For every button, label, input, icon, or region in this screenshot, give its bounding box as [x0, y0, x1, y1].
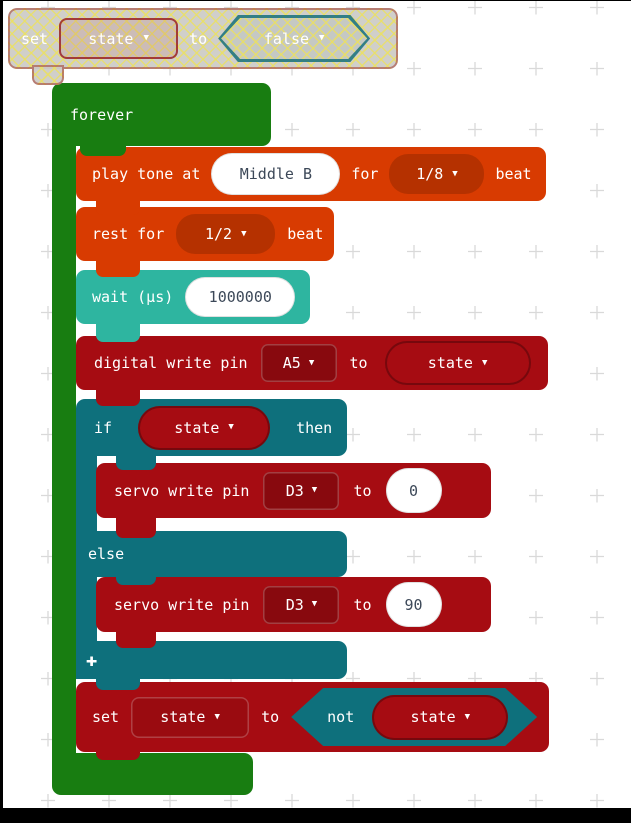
forever-left-spine: [52, 121, 76, 755]
set-label: set: [92, 708, 120, 726]
beat-label: beat: [287, 225, 324, 243]
connector-bump: [116, 575, 156, 585]
forever-block[interactable]: forever: [52, 83, 271, 146]
wait-us-value: 1000000: [208, 288, 272, 306]
dropdown-caret-icon: ▼: [481, 357, 488, 368]
dropdown-caret-icon: ▼: [308, 357, 315, 368]
forever-bottom-bar: [52, 753, 253, 795]
ghost-variable-dropdown[interactable]: state ▼: [59, 18, 179, 59]
servo-angle-value: 0: [409, 481, 419, 500]
beat-duration-value: 1/8: [416, 165, 444, 183]
expand-plus-icon[interactable]: ✚: [86, 648, 98, 671]
if-block[interactable]: if state ▼ then: [76, 399, 347, 456]
forever-label: forever: [70, 105, 134, 124]
connector-bump: [96, 388, 140, 406]
not-block[interactable]: not state ▼: [291, 688, 538, 746]
note-field[interactable]: Middle B: [211, 153, 341, 195]
to-label: to: [353, 595, 372, 614]
connector-bump: [116, 630, 156, 648]
not-label: not: [327, 708, 355, 726]
servo-angle-value: 90: [404, 595, 423, 614]
connector-bump: [96, 750, 140, 760]
digital-pin-dropdown[interactable]: A5 ▼: [260, 344, 337, 382]
dropdown-caret-icon: ▼: [464, 711, 471, 722]
variable-dropdown[interactable]: state ▼: [131, 696, 250, 738]
connector-bump: [96, 677, 140, 690]
connector-bump: [96, 322, 140, 342]
ghost-set-variable-block[interactable]: set state ▼ to false ▼: [8, 8, 398, 69]
dropdown-caret-icon: ▼: [228, 422, 234, 432]
connector-bump: [96, 199, 140, 215]
servo-pin-dropdown[interactable]: D3 ▼: [263, 471, 340, 510]
note-value: Middle B: [239, 165, 312, 183]
dropdown-caret-icon: ▼: [311, 485, 318, 495]
set-variable-not-block[interactable]: set state ▼ to not state ▼: [76, 682, 549, 752]
digital-pin-value: A5: [282, 354, 301, 372]
ghost-false-inner: false ▼: [221, 18, 368, 59]
play-tone-block[interactable]: play tone at Middle B for 1/8 ▼ beat: [76, 147, 546, 201]
to-label: to: [349, 354, 368, 372]
if-bottom-bar: ✚: [76, 641, 347, 679]
connector-bump: [116, 516, 156, 538]
servo-write-else-block[interactable]: servo write pin D3 ▼ to 90: [96, 577, 491, 632]
servo-angle-field[interactable]: 0: [385, 468, 442, 513]
servo-write-label: servo write pin: [114, 481, 250, 500]
servo-angle-field[interactable]: 90: [385, 582, 442, 627]
digital-write-block[interactable]: digital write pin A5 ▼ to state ▼: [76, 336, 548, 390]
wait-us-block[interactable]: wait (µs) 1000000: [76, 270, 310, 324]
dropdown-caret-icon: ▼: [452, 168, 458, 179]
play-tone-label: play tone at: [92, 165, 201, 183]
servo-pin-value: D3: [285, 595, 304, 614]
else-bar[interactable]: else: [76, 531, 347, 577]
wait-us-label: wait (µs): [92, 288, 174, 306]
rest-duration-dropdown[interactable]: 1/2 ▼: [176, 214, 276, 254]
ghost-false-block[interactable]: false ▼: [218, 15, 371, 62]
ghost-variable-value: state: [88, 29, 134, 48]
digital-write-label: digital write pin: [94, 354, 248, 372]
dropdown-caret-icon: ▼: [241, 228, 247, 239]
servo-pin-dropdown[interactable]: D3 ▼: [263, 585, 340, 624]
to-label: to: [261, 708, 280, 726]
digital-value-slot[interactable]: state ▼: [384, 341, 531, 385]
dropdown-caret-icon: ▼: [311, 599, 318, 609]
servo-pin-value: D3: [285, 481, 304, 500]
servo-write-then-block[interactable]: servo write pin D3 ▼ to 0: [96, 463, 491, 518]
not-operand-value: state: [410, 708, 456, 726]
variable-value: state: [160, 708, 206, 726]
beat-label: beat: [495, 165, 532, 183]
dropdown-caret-icon: ▼: [143, 33, 149, 43]
connector-bump: [116, 454, 156, 470]
connector-bump: [32, 65, 64, 85]
digital-value: state: [427, 354, 473, 372]
ghost-false-value: false: [263, 29, 310, 48]
not-operand-slot[interactable]: state ▼: [372, 694, 509, 740]
connector-bump: [96, 259, 140, 277]
connector-bump: [80, 143, 126, 156]
dropdown-caret-icon: ▼: [319, 33, 325, 43]
if-condition-slot[interactable]: state ▼: [138, 405, 271, 450]
for-label: for: [351, 165, 379, 183]
servo-write-label: servo write pin: [114, 595, 250, 614]
wait-us-field[interactable]: 1000000: [185, 277, 296, 317]
if-condition-value: state: [174, 418, 220, 437]
to-label: to: [189, 29, 208, 48]
set-label: set: [21, 29, 49, 48]
if-label: if: [94, 418, 113, 437]
else-label: else: [88, 545, 125, 563]
to-label: to: [353, 481, 372, 500]
beat-duration-dropdown[interactable]: 1/8 ▼: [389, 154, 485, 194]
rest-label: rest for: [92, 225, 165, 243]
rest-block[interactable]: rest for 1/2 ▼ beat: [76, 207, 334, 261]
then-label: then: [296, 418, 333, 437]
rest-duration-value: 1/2: [204, 225, 233, 243]
dropdown-caret-icon: ▼: [214, 711, 220, 722]
